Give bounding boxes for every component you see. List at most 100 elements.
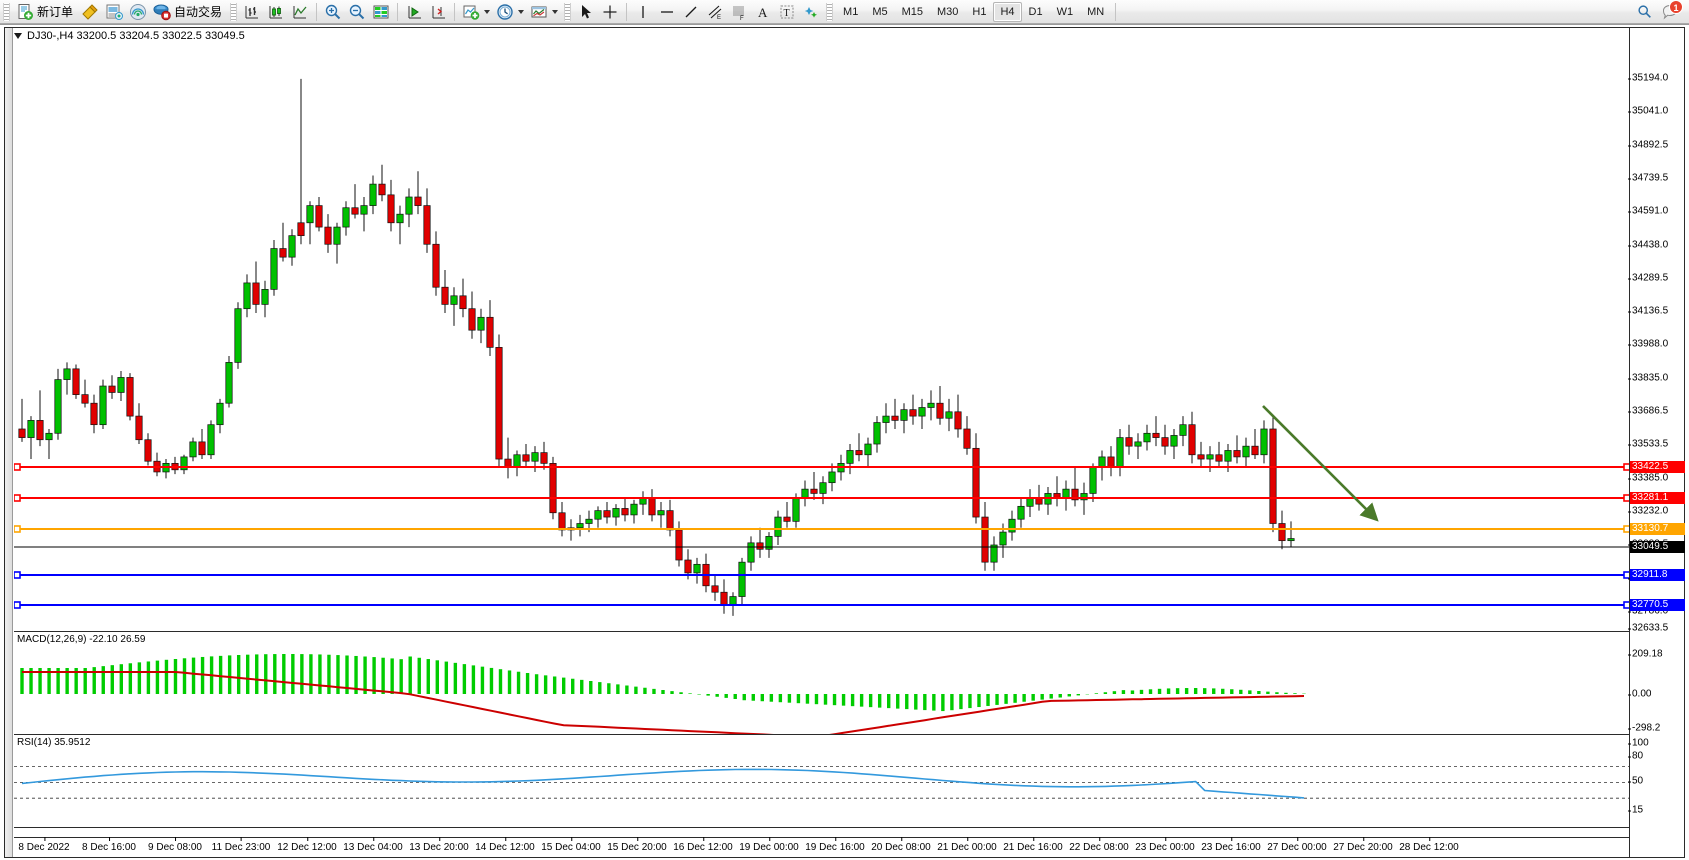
timeframe-mn[interactable]: MN [1087, 5, 1105, 18]
candlestick-chart-button[interactable] [264, 1, 288, 23]
macd-chart-svg [20, 654, 1306, 734]
chart-shift-button[interactable] [426, 1, 450, 23]
price-tick: 34892.5 [1627, 139, 1669, 151]
toolbar-separator-4 [626, 2, 628, 21]
pane-divider-1 [14, 631, 1684, 632]
support-line-2-handle[interactable] [1623, 601, 1630, 609]
zoom-out-button[interactable] [345, 1, 369, 23]
timeframe-h4[interactable]: H4 [993, 1, 1022, 22]
candle-body [981, 516, 989, 563]
data-window-button[interactable] [369, 1, 393, 23]
signals-button[interactable] [126, 1, 150, 23]
trendline-tool[interactable] [679, 1, 703, 23]
resistance-line-1-handle[interactable] [1623, 463, 1630, 471]
timeframe-m5[interactable]: M5 [872, 5, 888, 18]
candle-body [1179, 424, 1187, 436]
toolbar-grip-4[interactable] [826, 2, 834, 21]
candle-body [198, 441, 206, 456]
metaeditor-button[interactable] [78, 1, 102, 23]
candle-body [963, 428, 971, 449]
auto-trading-button[interactable]: 自动交易 [150, 1, 227, 23]
rsi-pane[interactable]: RSI(14) 35.9512 [14, 735, 1630, 827]
timeframe-m15[interactable]: M15 [901, 5, 923, 18]
expert-advisors-button[interactable] [102, 1, 126, 23]
pivot-line-handle[interactable] [1623, 525, 1630, 533]
support-line-1-handle-left[interactable] [14, 571, 21, 579]
timeframe-w1[interactable]: W1 [1056, 5, 1074, 18]
support-line-2-handle-left[interactable] [14, 601, 21, 609]
price-pane[interactable] [14, 28, 1630, 631]
time-tick: 27 Dec 20:00 [1333, 837, 1393, 853]
candle-body [1224, 450, 1232, 462]
indicators-button[interactable] [459, 1, 493, 23]
support-line-2-label[interactable]: 32770.5 [1630, 599, 1685, 611]
chart-frame[interactable]: DJ30-,H4 33200.5 33204.5 33022.5 33049.5… [4, 27, 1685, 858]
chart-menu-chevron-icon[interactable] [14, 33, 22, 39]
timeframe-d1[interactable]: D1 [1028, 5, 1043, 18]
new-order-button[interactable]: 新订单 [13, 1, 78, 23]
candle-body [846, 450, 854, 464]
time-scale[interactable]: 8 Dec 2022 8 Dec 16:00 9 Dec 08:00 11 Dec 2… [14, 837, 1629, 857]
resistance-line-2-label[interactable]: 33281.1 [1630, 492, 1685, 504]
resistance-line-2-handle[interactable] [1623, 494, 1630, 502]
rsi-tick: 100 [1628, 737, 1649, 749]
timeframe-m30[interactable]: M30 [937, 5, 959, 18]
chart-shift-icon [429, 3, 447, 21]
price-scale[interactable]: 35194.0 35041.0 34892.5 34739.5 34591.0 34438… [1627, 28, 1685, 857]
candle-body [540, 452, 548, 464]
toolbar-grip-2[interactable] [230, 2, 238, 21]
fibonacci-tool[interactable]: F [727, 1, 751, 23]
cursor-tool[interactable] [574, 1, 598, 23]
equidistant-channel-tool[interactable]: E [703, 1, 727, 23]
candle-body [756, 542, 764, 550]
price-tick: 35194.0 [1627, 72, 1669, 84]
timeframe-m1[interactable]: M1 [843, 5, 859, 18]
price-tick: 34739.5 [1627, 172, 1669, 184]
candle-body [990, 544, 998, 563]
candle-body [81, 394, 89, 404]
macd-pane[interactable]: MACD(12,26,9) -22.10 26.59 [14, 632, 1629, 734]
time-tick: 23 Dec 16:00 [1201, 837, 1261, 853]
support-line-1-handle[interactable] [1623, 571, 1630, 579]
text-label-tool[interactable]: T [775, 1, 799, 23]
candle-body [900, 409, 908, 421]
svg-text:E: E [717, 15, 721, 21]
downtrend-arrow[interactable] [1262, 405, 1379, 522]
chevron-down-icon-3[interactable] [552, 9, 559, 14]
search-icon[interactable] [1637, 4, 1653, 20]
resistance-line-1-handle-left[interactable] [14, 463, 21, 471]
candle-body [513, 454, 521, 469]
candle-body [99, 385, 107, 426]
bar-chart-button[interactable] [240, 1, 264, 23]
zoom-out-icon [348, 3, 366, 21]
auto-trading-label: 自动交易 [174, 5, 223, 19]
timeframe-h1[interactable]: H1 [972, 5, 987, 18]
chart-left-scrollbar[interactable] [5, 28, 13, 857]
crosshair-tool[interactable] [598, 1, 622, 23]
chat-icon[interactable]: 1 [1661, 0, 1683, 21]
support-line-1-label[interactable]: 32911.8 [1630, 569, 1685, 581]
text-tool[interactable]: A [751, 1, 775, 23]
chevron-down-icon[interactable] [484, 9, 491, 14]
vertical-line-icon [634, 3, 652, 21]
time-tick: 12 Dec 12:00 [277, 837, 337, 853]
pivot-line-label[interactable]: 33130.7 [1630, 523, 1685, 535]
toolbar-grip[interactable] [3, 2, 10, 21]
horizontal-line-tool[interactable] [655, 1, 679, 23]
time-tick: 13 Dec 20:00 [409, 837, 469, 853]
zoom-in-button[interactable] [321, 1, 345, 23]
vertical-line-tool[interactable] [631, 1, 655, 23]
resistance-line-2-handle-left[interactable] [14, 494, 21, 502]
periods-button[interactable] [493, 1, 527, 23]
candle-body [954, 411, 962, 430]
pivot-line-handle-left[interactable] [14, 525, 21, 533]
resistance-line-1-label[interactable]: 33422.5 [1630, 461, 1685, 473]
candle-body [1188, 424, 1196, 456]
shapes-tool[interactable] [799, 1, 823, 23]
templates-button[interactable] [527, 1, 561, 23]
auto-scroll-button[interactable] [402, 1, 426, 23]
chevron-down-icon-2[interactable] [518, 9, 525, 14]
line-chart-button[interactable] [288, 1, 312, 23]
current-price-line-label[interactable]: 33049.5 [1630, 541, 1685, 553]
toolbar-grip-3[interactable] [564, 2, 572, 21]
